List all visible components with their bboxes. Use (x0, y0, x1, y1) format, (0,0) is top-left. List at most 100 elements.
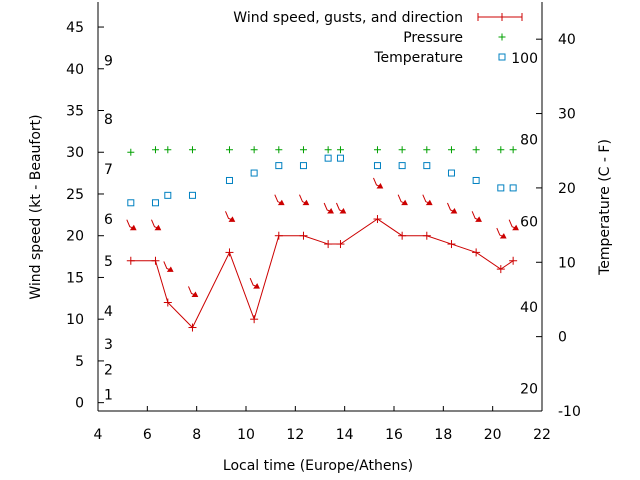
pressure-point (275, 146, 283, 154)
wind-series (126, 177, 519, 332)
pressure-point (151, 146, 159, 154)
pressure-point (336, 146, 344, 154)
y-tick-label: 0 (75, 396, 84, 412)
fahrenheit-label: 20 (520, 382, 538, 398)
fahrenheit-label: 100 (511, 51, 538, 67)
arrow-head (253, 283, 260, 289)
wind-direction-arrow (126, 219, 137, 231)
y-tick-label: 35 (66, 104, 84, 120)
arrow-head (166, 266, 174, 272)
arrow-head (339, 208, 347, 214)
beaufort-label: 9 (104, 53, 113, 69)
arrow-head (327, 208, 334, 214)
arrow-head (401, 199, 408, 206)
axes: 4 6 8 10 12 14 16 18 20 22051015202530354045-1001… (66, 2, 581, 443)
arrow-head (499, 233, 507, 239)
beaufort-label: 8 (104, 112, 113, 128)
temperature-point (509, 184, 517, 192)
arrow-head (228, 216, 236, 222)
arrow-head (425, 199, 433, 206)
legend-swatch-plus (498, 13, 506, 21)
wind-direction-arrow (373, 177, 384, 189)
wind-point (299, 231, 308, 240)
wind-direction-arrow (225, 211, 236, 222)
beaufort-label: 7 (104, 162, 113, 178)
pressure-point (509, 146, 517, 154)
legend-label: Wind speed, gusts, and direction (233, 10, 463, 26)
wind-line (130, 218, 514, 329)
wind-direction-arrow (188, 286, 199, 297)
wind-point (447, 240, 456, 249)
x-tick-label: 16 (385, 427, 403, 443)
temperature-point (188, 191, 196, 199)
wind-point (496, 265, 505, 274)
wind-point (422, 231, 431, 240)
y-tick-label: 25 (66, 187, 84, 203)
legend-swatch-square (498, 53, 506, 61)
wind-direction-arrow (151, 219, 162, 231)
fahrenheit-label: 80 (520, 133, 538, 149)
wind-direction-arrow (508, 219, 519, 231)
pressure-point (398, 146, 406, 154)
wind-point (126, 256, 135, 265)
temperature-point (373, 162, 381, 170)
beaufort-label: 6 (104, 212, 113, 228)
axis-labels: Local time (Europe/Athens) Wind speed (k… (28, 114, 613, 474)
arrow-head (302, 199, 310, 206)
arrow-head (191, 291, 199, 297)
y-axis-label: Wind speed (kt - Beaufort) (28, 114, 44, 299)
wind-direction-arrow (496, 227, 507, 239)
wind-point (274, 231, 283, 240)
beaufort-label: 4 (104, 304, 113, 320)
x-tick-label: 6 (143, 427, 152, 443)
wind-point (250, 315, 259, 324)
y2-axis-label: Temperature (C - F) (597, 139, 613, 276)
wind-point (336, 240, 345, 249)
wind-point (225, 248, 234, 257)
x-tick-label: 18 (434, 427, 452, 443)
arrow-head (154, 224, 162, 231)
x-tick-label: 4 (94, 427, 103, 443)
arrow-head (450, 208, 458, 214)
wind-point (472, 248, 481, 257)
wind-direction-arrow (447, 202, 458, 214)
legend-label: Temperature (373, 50, 463, 66)
arrow-head (129, 224, 137, 231)
legend-item: Pressure (403, 30, 506, 46)
legend-label: Pressure (403, 30, 463, 46)
beaufort-label: 5 (104, 254, 113, 270)
y-tick-label: 15 (66, 270, 84, 286)
temperature-point (275, 162, 283, 170)
y2-tick-label: 10 (558, 255, 576, 271)
beaufort-label: 1 (104, 387, 113, 403)
y2-tick-label: -10 (558, 404, 581, 420)
wind-direction-arrow (422, 194, 433, 206)
arrow-head (475, 216, 482, 222)
y-tick-label: 45 (66, 20, 84, 36)
y2-tick-label: 0 (558, 330, 567, 346)
y-tick-label: 10 (66, 312, 84, 328)
wind-direction-arrow (336, 202, 347, 214)
pressure-series (127, 146, 517, 156)
x-tick-label: 14 (336, 427, 354, 443)
temperature-point (398, 162, 406, 170)
pressure-point (299, 146, 307, 154)
legend-item: Wind speed, gusts, and direction (233, 10, 523, 26)
wind-point (324, 240, 333, 249)
y-tick-label: 40 (66, 62, 84, 78)
beaufort-label: 3 (104, 337, 113, 353)
pressure-point (127, 148, 135, 156)
pressure-point (250, 146, 258, 154)
wind-direction-arrow (299, 194, 310, 206)
temperature-point (324, 154, 332, 162)
wind-point (163, 298, 172, 307)
temperature-point (127, 199, 135, 207)
y2-tick-label: 20 (558, 181, 576, 197)
wind-direction-arrow (249, 277, 260, 289)
temperature-point (423, 162, 431, 170)
wind-point (188, 323, 197, 332)
arrow-head (277, 199, 285, 206)
wind-point (373, 215, 382, 224)
temperature-point (472, 176, 480, 184)
temperature-point (164, 191, 172, 199)
